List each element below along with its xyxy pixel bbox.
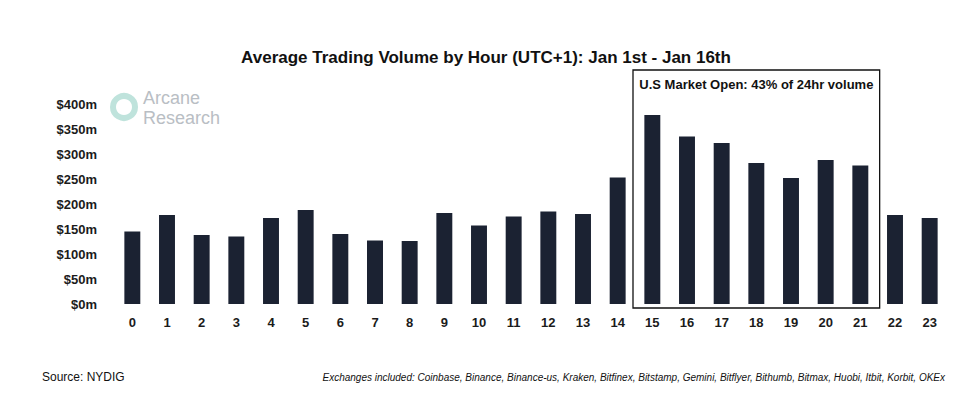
- svg-text:18: 18: [749, 315, 763, 330]
- svg-text:13: 13: [576, 315, 590, 330]
- svg-text:$250m: $250m: [57, 172, 97, 187]
- svg-text:Source: NYDIG: Source: NYDIG: [42, 370, 125, 384]
- svg-text:6: 6: [337, 315, 344, 330]
- svg-text:U.S Market Open: 43% of 24hr v: U.S Market Open: 43% of 24hr volume: [639, 77, 873, 92]
- svg-text:$50m: $50m: [64, 272, 97, 287]
- svg-text:17: 17: [714, 315, 728, 330]
- svg-text:$100m: $100m: [57, 247, 97, 262]
- svg-text:9: 9: [441, 315, 448, 330]
- svg-text:20: 20: [818, 315, 832, 330]
- svg-text:23: 23: [922, 315, 936, 330]
- svg-text:11: 11: [507, 315, 521, 330]
- svg-text:7: 7: [371, 315, 378, 330]
- svg-text:21: 21: [853, 315, 867, 330]
- svg-text:Average Trading Volume by Hour: Average Trading Volume by Hour (UTC+1): …: [241, 48, 731, 67]
- svg-text:14: 14: [610, 315, 625, 330]
- svg-text:Arcane: Arcane: [143, 88, 200, 108]
- svg-text:$200m: $200m: [57, 197, 97, 212]
- svg-text:19: 19: [784, 315, 798, 330]
- svg-text:0: 0: [129, 315, 136, 330]
- svg-text:$350m: $350m: [57, 122, 97, 137]
- svg-text:12: 12: [541, 315, 555, 330]
- svg-text:15: 15: [645, 315, 659, 330]
- svg-text:$400m: $400m: [57, 97, 97, 112]
- svg-text:$150m: $150m: [57, 222, 97, 237]
- svg-text:3: 3: [233, 315, 240, 330]
- svg-text:22: 22: [888, 315, 902, 330]
- svg-text:Exchanges included: Coinbase,: Exchanges included: Coinbase, Binance, B…: [322, 372, 946, 383]
- svg-text:$300m: $300m: [57, 147, 97, 162]
- svg-text:$0m: $0m: [71, 297, 97, 312]
- svg-text:4: 4: [267, 315, 275, 330]
- svg-text:Research: Research: [143, 108, 220, 128]
- svg-text:1: 1: [163, 315, 170, 330]
- svg-text:5: 5: [302, 315, 309, 330]
- svg-text:10: 10: [472, 315, 486, 330]
- svg-text:16: 16: [680, 315, 694, 330]
- svg-text:8: 8: [406, 315, 413, 330]
- svg-text:2: 2: [198, 315, 205, 330]
